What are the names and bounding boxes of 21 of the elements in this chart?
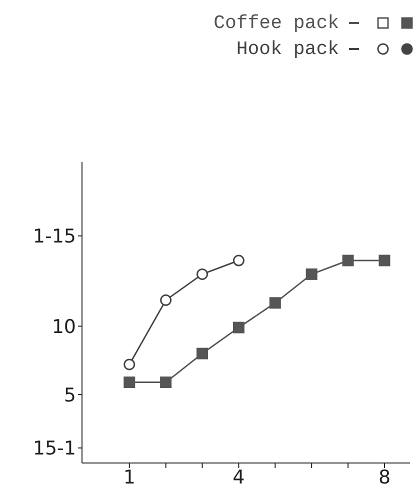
point [232, 322, 244, 334]
y-tick-label: 15-1 [32, 438, 76, 460]
point [124, 376, 136, 388]
point [160, 294, 172, 306]
point [232, 254, 244, 266]
y-tick-label: 5 [64, 384, 76, 406]
y-tick-label: 1-15 [32, 226, 76, 248]
legend-label: Coffee pack [214, 11, 339, 36]
legend-label: Hook pack [236, 37, 339, 62]
point [342, 254, 354, 266]
y-tick-label: 10 [52, 316, 76, 338]
point [196, 348, 208, 360]
point [124, 358, 136, 370]
x-tick-label: 8 [378, 466, 391, 488]
point [160, 376, 172, 388]
point [306, 268, 318, 280]
point [269, 297, 281, 309]
x-tick-label: 1 [123, 466, 136, 488]
point [378, 254, 390, 266]
x-tick-label: 4 [232, 466, 245, 488]
point [196, 268, 208, 280]
